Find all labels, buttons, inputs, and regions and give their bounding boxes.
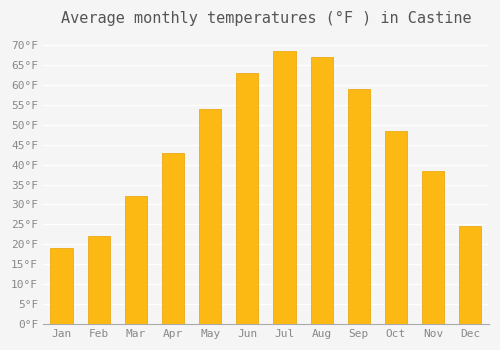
Bar — [274, 51, 295, 324]
Bar — [124, 196, 147, 324]
Bar — [422, 170, 444, 324]
Bar — [236, 73, 258, 324]
Bar — [385, 131, 407, 324]
Bar — [162, 153, 184, 324]
Bar — [348, 89, 370, 324]
Title: Average monthly temperatures (°F ) in Castine: Average monthly temperatures (°F ) in Ca… — [60, 11, 471, 26]
Bar — [199, 109, 222, 324]
Bar — [459, 226, 481, 324]
Bar — [88, 236, 110, 324]
Bar — [50, 248, 72, 324]
Bar — [310, 57, 333, 324]
